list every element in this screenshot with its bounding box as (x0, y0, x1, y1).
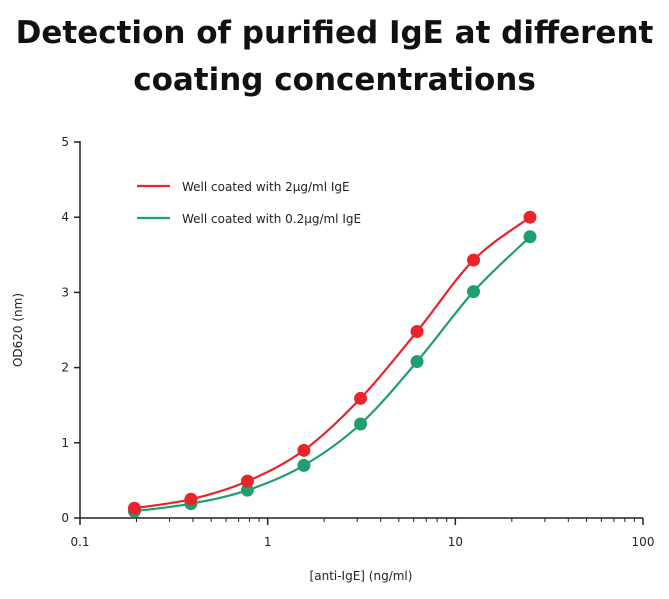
y-tick-label: 1 (61, 436, 69, 450)
x-tick-label: 100 (632, 535, 655, 549)
data-point (297, 458, 311, 472)
legend: Well coated with 2µg/ml IgE Well coated w… (137, 180, 361, 226)
data-point (127, 501, 141, 515)
data-point (184, 492, 198, 506)
axes (79, 141, 643, 519)
data-point (297, 443, 311, 457)
data-point (240, 483, 254, 497)
x-tick-label: 10 (448, 535, 463, 549)
y-tick-label: 0 (61, 511, 69, 525)
data-point (523, 210, 537, 224)
legend-label: Well coated with 0.2µg/ml IgE (182, 212, 361, 226)
series (127, 230, 537, 518)
chart-title-line-1: Detection of purified IgE at different (15, 15, 654, 51)
y-tick-label: 5 (61, 135, 69, 149)
series-line (134, 236, 531, 513)
x-axis-label: [anti-IgE] (ng/ml) (310, 569, 413, 583)
y-axis-label: OD620 (nm) (11, 293, 25, 367)
data-point (467, 285, 481, 299)
series-layer (127, 210, 537, 518)
legend-label: Well coated with 2µg/ml IgE (182, 180, 350, 194)
chart-title-line-2: coating concentrations (133, 62, 536, 98)
x-tick-label: 0.1 (70, 535, 89, 549)
series (127, 210, 537, 515)
data-point (354, 417, 368, 431)
data-point (467, 253, 481, 267)
data-point (410, 355, 424, 369)
y-tick-label: 3 (61, 285, 69, 299)
y-tick-label: 2 (61, 361, 69, 375)
data-point (354, 391, 368, 405)
series-line (134, 216, 531, 510)
y-tick-label: 4 (61, 210, 69, 224)
data-point (240, 474, 254, 488)
axis-ticks: 0 1 2 3 4 5 0.1 1 10 100 (61, 135, 654, 549)
x-tick-label: 1 (264, 535, 272, 549)
chart-title: Detection of purified IgE at different c… (0, 10, 669, 104)
data-point (410, 325, 424, 339)
data-point (523, 230, 537, 244)
